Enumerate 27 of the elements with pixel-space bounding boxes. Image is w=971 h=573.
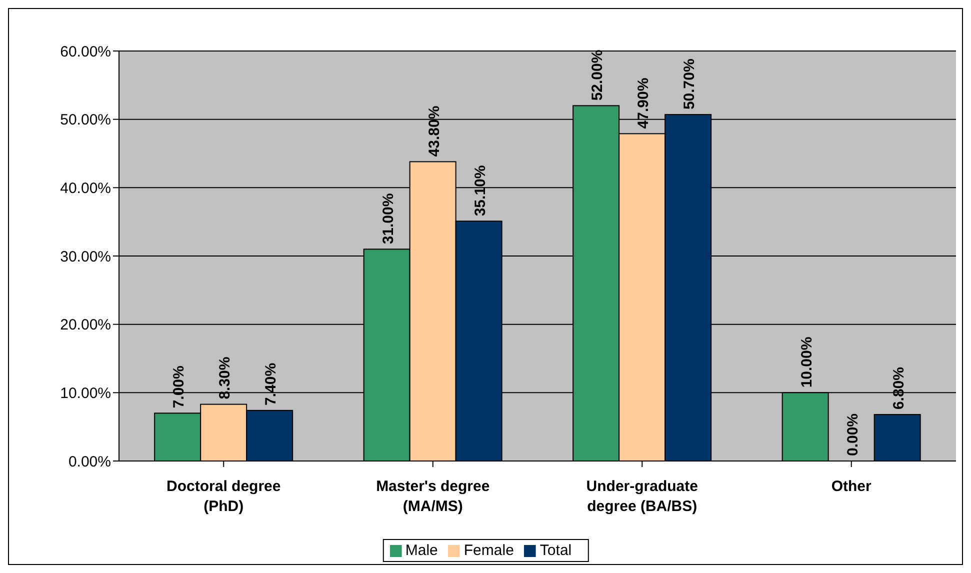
data-label: 0.00%	[844, 413, 862, 456]
data-label: 47.90%	[635, 78, 652, 129]
y-tick-label: 50.00%	[60, 112, 111, 129]
legend-label: Male	[405, 542, 438, 559]
data-label: 31.00%	[380, 193, 397, 244]
data-label: 7.40%	[262, 362, 280, 406]
y-tick-label: 40.00%	[60, 180, 111, 197]
y-tick-label: 20.00%	[60, 316, 111, 334]
data-label: 52.00%	[589, 50, 606, 101]
x-tick-label: Under-graduate degree (BA/BS)	[586, 478, 698, 515]
data-label: 6.80%	[890, 366, 908, 410]
legend-label: Female	[464, 542, 514, 559]
data-label: 50.70%	[681, 58, 698, 110]
legend-label: Total	[540, 542, 572, 559]
data-label: 7.00%	[170, 366, 188, 408]
x-tick-label: Other	[831, 478, 872, 495]
data-label: 8.30%	[216, 356, 234, 400]
bar	[874, 414, 921, 462]
y-tick-label: 10.00%	[60, 384, 111, 402]
x-tick-label: Master's degree (MA/MS)	[376, 478, 490, 515]
y-tick-label: 0.00%	[68, 453, 111, 470]
x-tick-label: Doctoral degree (PhD)	[166, 478, 281, 515]
y-tick-label: 30.00%	[60, 248, 111, 266]
data-label: 43.80%	[426, 106, 443, 157]
data-label: 35.10%	[472, 165, 489, 216]
y-tick-label: 60.00%	[60, 43, 111, 60]
data-label: 10.00%	[798, 336, 816, 388]
